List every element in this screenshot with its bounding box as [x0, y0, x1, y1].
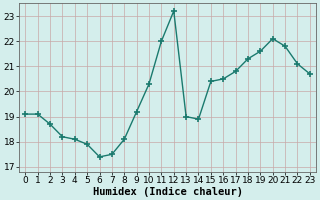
X-axis label: Humidex (Indice chaleur): Humidex (Indice chaleur)	[92, 186, 243, 197]
